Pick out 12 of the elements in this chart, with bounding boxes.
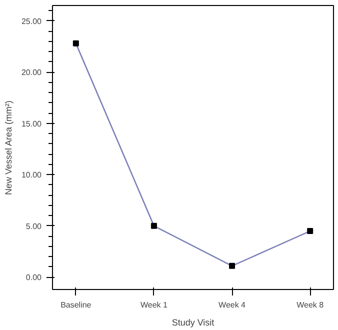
y-tick-label: 0.00 bbox=[26, 273, 42, 282]
y-tick-label: 10.00 bbox=[21, 170, 42, 180]
y-axis-title: New Vessel Area (mm²) bbox=[3, 100, 14, 196]
x-axis-title: Study Visit bbox=[172, 318, 215, 328]
x-tick-label: Week 1 bbox=[140, 300, 168, 310]
x-tick-label: Baseline bbox=[60, 300, 92, 310]
y-tick-label: 25.00 bbox=[21, 16, 42, 26]
y-tick-label: 15.00 bbox=[21, 119, 42, 128]
x-tick-label: Week 4 bbox=[218, 300, 246, 310]
y-tick-label: 5.00 bbox=[26, 222, 42, 231]
x-tick-label: Week 8 bbox=[296, 300, 324, 310]
y-tick-label: 20.00 bbox=[21, 68, 42, 78]
